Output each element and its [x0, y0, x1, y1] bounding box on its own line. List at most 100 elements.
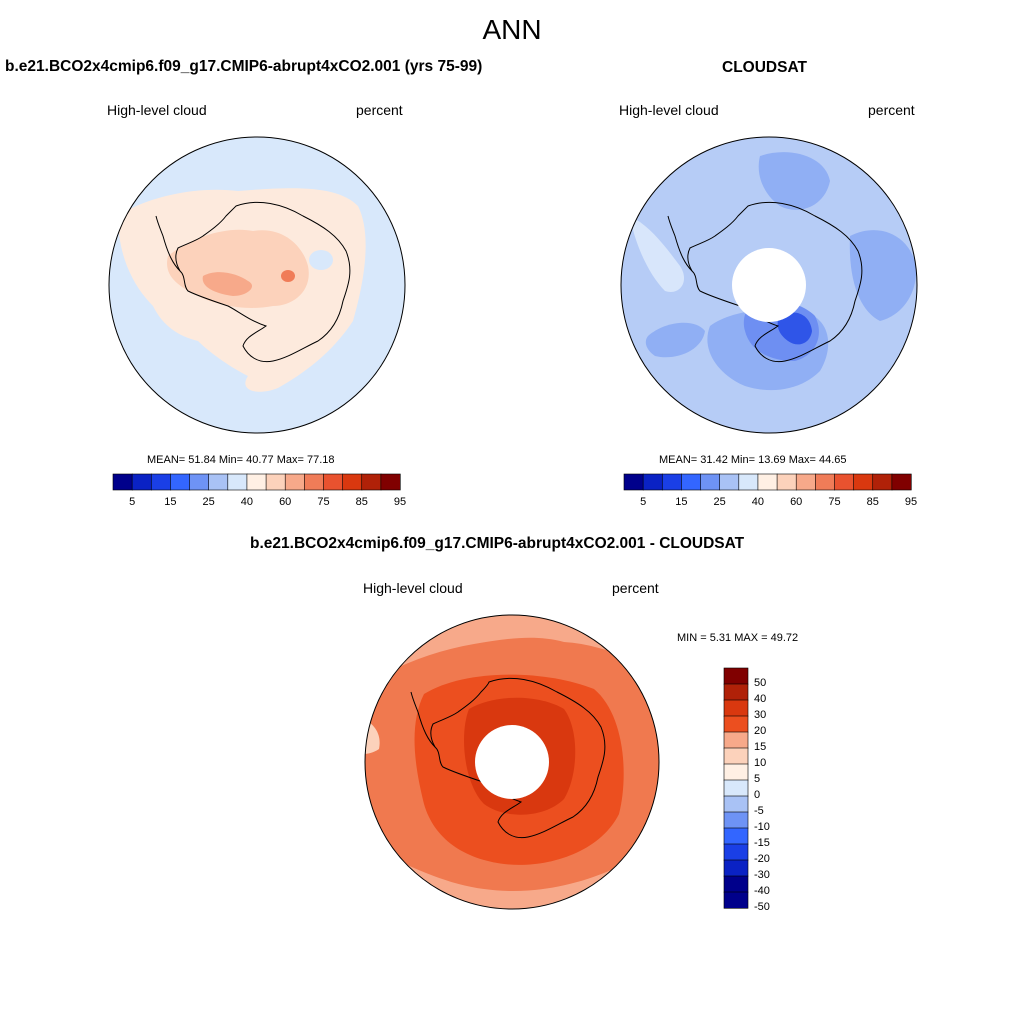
colorbar-swatch: [723, 731, 749, 749]
diff-map-border: [364, 614, 660, 910]
colorbar-swatch: [757, 473, 778, 491]
colorbar-tick-label: -30: [754, 869, 770, 881]
diff-variable-label: High-level cloud: [363, 580, 463, 596]
colorbar-tick-label: -40: [754, 885, 770, 897]
colorbar-swatch: [723, 715, 749, 733]
obs-panel-title: CLOUDSAT: [722, 59, 807, 76]
colorbar-tick-label: 0: [754, 789, 761, 801]
colorbar-tick-label: 15: [164, 496, 177, 508]
colorbar-swatch: [723, 811, 749, 829]
colorbar-tick-label: 85: [355, 496, 368, 508]
colorbar-tick-label: 15: [754, 741, 767, 753]
colorbar-swatch: [723, 667, 749, 685]
colorbar-swatch: [227, 473, 248, 491]
obs-antarctica-coastline: [687, 201, 863, 363]
colorbar-tick-label: -50: [754, 901, 770, 913]
obs-colorbar: [623, 473, 912, 491]
diff-polar-map: [364, 614, 660, 910]
colorbar-swatch: [112, 473, 133, 491]
diff-panel-title: b.e21.BCO2x4cmip6.f09_g17.CMIP6-abrupt4x…: [250, 535, 745, 552]
colorbar-swatch: [265, 473, 286, 491]
colorbar-swatch: [284, 473, 305, 491]
obs-polar-data-gap: [732, 248, 806, 322]
obs-cloud-contour-30-ne: [849, 230, 917, 321]
model-map-border: [108, 136, 406, 434]
model-antarctica-coastline: [175, 201, 351, 363]
colorbar-swatch: [623, 473, 644, 491]
colorbar-tick-label: 25: [713, 496, 726, 508]
colorbar-tick-label: 5: [640, 496, 647, 508]
obs-cloud-contour-30-w: [645, 322, 705, 358]
colorbar-tick-label: 75: [828, 496, 841, 508]
colorbar-swatch: [304, 473, 325, 491]
colorbar-swatch: [700, 473, 721, 491]
obs-polar-map: [620, 136, 918, 434]
colorbar-swatch: [815, 473, 836, 491]
diff-antarctic-peninsula: [410, 691, 436, 748]
colorbar-swatch: [361, 473, 382, 491]
colorbar-swatch: [723, 747, 749, 765]
colorbar-swatch: [723, 795, 749, 813]
model-min-value: 40.77: [246, 454, 274, 466]
colorbar-swatch: [150, 473, 172, 491]
colorbar-tick-label: 50: [754, 677, 767, 689]
model-cloud-contour-60: [202, 272, 253, 296]
colorbar-tick-label: 40: [754, 693, 767, 705]
obs-variable-label: High-level cloud: [619, 102, 719, 118]
diff-units-label: percent: [612, 580, 659, 596]
colorbar-tick-label: 5: [754, 773, 761, 785]
model-mean-label: MEAN=: [147, 454, 186, 466]
colorbar-swatch: [723, 875, 749, 893]
obs-stats: MEAN= 31.42 Min= 13.69 Max= 44.65: [659, 454, 847, 466]
model-max-label: Max=: [276, 454, 304, 466]
colorbar-swatch: [642, 473, 663, 491]
colorbar-swatch: [723, 859, 749, 877]
colorbar-swatch: [891, 473, 912, 491]
colorbar-swatch: [170, 473, 191, 491]
colorbar-tick-label: -10: [754, 821, 770, 833]
model-max-value: 77.18: [306, 454, 335, 466]
colorbar-swatch: [208, 473, 229, 491]
model-antarctic-peninsula: [155, 215, 181, 272]
colorbar-swatch: [380, 473, 401, 491]
diff-colorbar: [723, 667, 749, 909]
colorbar-swatch: [872, 473, 893, 491]
colorbar-swatch: [323, 473, 344, 491]
colorbar-tick-label: 30: [754, 709, 767, 721]
colorbar-swatch: [834, 473, 855, 491]
colorbar-tick-label: 40: [751, 496, 765, 508]
colorbar-swatch: [723, 843, 749, 861]
colorbar-tick-label: 95: [393, 496, 407, 508]
colorbar-swatch: [342, 473, 363, 491]
colorbar-tick-label: 15: [675, 496, 688, 508]
colorbar-swatch: [723, 763, 749, 781]
colorbar-tick-label: 20: [754, 725, 767, 737]
diff-antarctica-coastline: [430, 677, 606, 839]
diff-polar-data-gap: [475, 725, 549, 799]
obs-min-value: 13.69: [758, 454, 786, 466]
model-min-label: Min=: [218, 454, 244, 466]
model-ocean-gap: [309, 250, 333, 270]
obs-map-border: [620, 136, 918, 434]
model-polar-map: [108, 136, 406, 434]
colorbar-swatch: [776, 473, 797, 491]
colorbar-swatch: [723, 827, 749, 845]
colorbar-tick-label: -15: [754, 837, 770, 849]
colorbar-tick-label: 40: [240, 496, 254, 508]
obs-antarctic-peninsula: [667, 215, 693, 272]
model-cloud-contour-65: [281, 270, 295, 282]
obs-cloud-contour-25-w: [630, 216, 685, 292]
colorbar-tick-label: -20: [754, 853, 770, 865]
colorbar-swatch: [723, 683, 749, 701]
colorbar-swatch: [853, 473, 874, 491]
model-panel-title: b.e21.BCO2x4cmip6.f09_g17.CMIP6-abrupt4x…: [5, 58, 483, 75]
diff-min-label: MIN =: [677, 632, 707, 644]
diff-max-value: 49.72: [770, 632, 799, 644]
colorbar-tick-label: 60: [790, 496, 803, 508]
obs-cloud-contour-30-n: [758, 152, 830, 210]
colorbar-tick-label: 75: [317, 496, 330, 508]
colorbar-tick-label: 85: [866, 496, 879, 508]
model-stats: MEAN= 51.84 Min= 40.77 Max= 77.18: [147, 454, 335, 466]
colorbar-tick-label: 25: [202, 496, 215, 508]
diff-stats: MIN = 5.31 MAX = 49.72: [677, 632, 798, 644]
